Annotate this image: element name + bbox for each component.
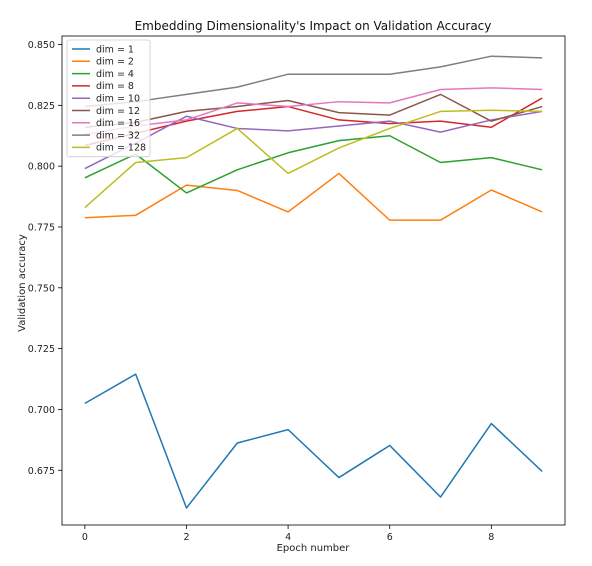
- y-tick-label: 0.725: [28, 344, 55, 355]
- y-tick-label: 0.750: [28, 283, 55, 294]
- legend-label: dim = 16: [96, 118, 140, 129]
- y-tick-label: 0.675: [28, 466, 55, 477]
- y-axis-label: Validation accuracy: [17, 234, 28, 332]
- x-tick-label: 2: [183, 532, 189, 543]
- legend-label: dim = 8: [96, 81, 134, 92]
- x-tick-label: 8: [488, 532, 494, 543]
- x-tick-label: 6: [387, 532, 393, 543]
- legend-label: dim = 10: [96, 94, 140, 105]
- y-tick-label: 0.700: [28, 405, 55, 416]
- y-tick-label: 0.800: [28, 162, 55, 173]
- legend-label: dim = 128: [96, 143, 146, 154]
- x-tick-label: 0: [82, 532, 88, 543]
- series-line-3: [85, 136, 542, 193]
- legend-label: dim = 4: [96, 69, 134, 80]
- legend-label: dim = 12: [96, 106, 140, 117]
- series-line-1: [85, 374, 542, 508]
- legend-label: dim = 32: [96, 130, 140, 141]
- series-line-2: [85, 173, 542, 220]
- chart-title: Embedding Dimensionality's Impact on Val…: [135, 19, 492, 33]
- plot-area: 0 2 4 6 8 0.675 0.700 0.725 0.750 0.775 0.800 0.825…: [28, 36, 565, 543]
- y-tick-label: 0.825: [28, 101, 55, 112]
- y-tick-label: 0.775: [28, 222, 55, 233]
- series-line-4: [85, 98, 542, 145]
- x-tick-label: 4: [285, 532, 291, 543]
- x-axis-label: Epoch number: [277, 543, 351, 554]
- series-line-8: [85, 56, 542, 106]
- y-tick-label: 0.850: [28, 40, 55, 51]
- legend-label: dim = 2: [96, 57, 134, 68]
- legend-label: dim = 1: [96, 44, 134, 55]
